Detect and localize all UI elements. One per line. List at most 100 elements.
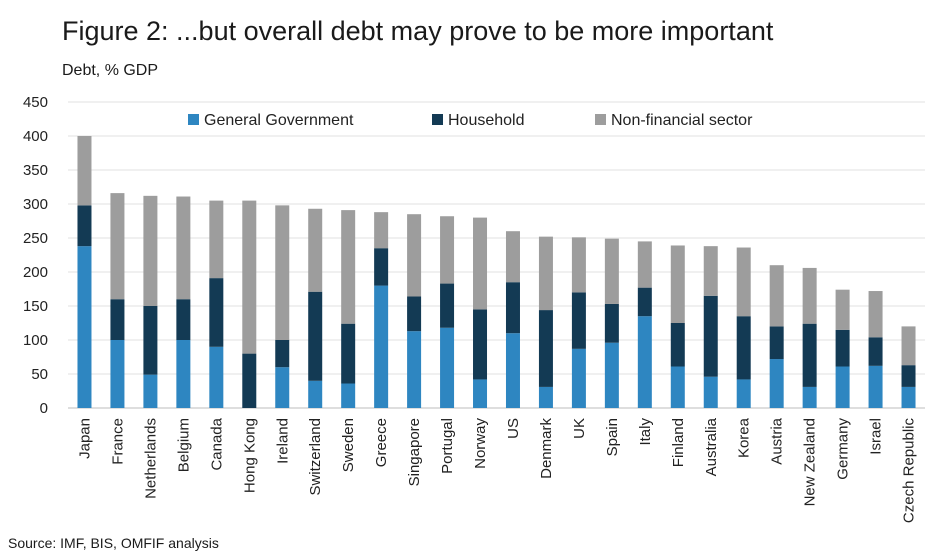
y-tick-label: 300 — [23, 196, 48, 213]
x-tick-label: Singapore — [406, 418, 423, 486]
x-tick-label: Netherlands — [142, 418, 159, 499]
bar-switzerland-general-government — [308, 380, 323, 408]
bar-canada-general-government — [209, 346, 224, 408]
x-tick-label: Spain — [604, 418, 621, 456]
x-tick-label: Hong Kong — [241, 418, 258, 493]
bar-france-general-government — [110, 340, 125, 408]
x-tick-label: Italy — [637, 418, 654, 446]
bar-germany-household — [835, 329, 850, 367]
x-tick-label: New Zealand — [802, 418, 819, 506]
bar-belgium-non-financial-sector — [176, 196, 191, 300]
bar-new-zealand-general-government — [802, 386, 817, 408]
bars — [77, 136, 916, 408]
bar-germany-general-government — [835, 366, 850, 408]
y-tick-label: 400 — [23, 128, 48, 145]
bar-japan-non-financial-sector — [77, 136, 92, 206]
x-tick-label: Belgium — [175, 418, 192, 472]
bar-hong-kong-household — [242, 353, 257, 408]
bar-korea-non-financial-sector — [736, 247, 751, 317]
bar-norway-non-financial-sector — [473, 217, 488, 310]
bar-singapore-non-financial-sector — [407, 214, 422, 297]
bar-australia-non-financial-sector — [703, 246, 718, 296]
legend-swatch-non-financial-sector — [595, 114, 606, 125]
bar-us-general-government — [505, 333, 520, 408]
bar-singapore-household — [407, 296, 422, 332]
bar-czech-republic-household — [901, 365, 916, 387]
x-tick-label: Canada — [208, 417, 225, 470]
y-tick-label: 150 — [23, 298, 48, 315]
bar-spain-non-financial-sector — [604, 238, 619, 304]
bar-france-non-financial-sector — [110, 193, 125, 300]
bar-us-non-financial-sector — [505, 231, 520, 283]
bar-uk-general-government — [571, 348, 586, 408]
gridlines — [68, 101, 925, 409]
x-tick-label: Germany — [835, 418, 852, 480]
bar-denmark-general-government — [538, 386, 553, 408]
bar-australia-household — [703, 295, 718, 377]
bar-sweden-non-financial-sector — [341, 210, 356, 324]
bar-netherlands-general-government — [143, 374, 158, 408]
legend-swatch-general-government — [188, 114, 199, 125]
bar-israel-household — [868, 337, 883, 366]
bar-czech-republic-non-financial-sector — [901, 326, 916, 366]
bar-hong-kong-non-financial-sector — [242, 200, 257, 354]
chart-title: Figure 2: ...but overall debt may prove … — [62, 16, 774, 46]
bar-new-zealand-household — [802, 323, 817, 387]
y-axis-ticks: 0 50 100 150 200 250 300 350 400 450 — [23, 94, 48, 417]
bar-ireland-non-financial-sector — [275, 205, 290, 340]
bar-finland-household — [670, 323, 685, 367]
x-tick-label: Denmark — [538, 418, 555, 479]
bar-sweden-household — [341, 323, 356, 384]
bar-singapore-general-government — [407, 331, 422, 408]
bar-denmark-household — [538, 310, 553, 387]
y-tick-label: 350 — [23, 162, 48, 179]
x-tick-label: Ireland — [274, 418, 291, 464]
y-tick-label: 0 — [40, 400, 48, 417]
stacked-bar-chart: 0 50 100 150 200 250 300 350 400 450 Japan France N… — [23, 94, 925, 524]
bar-portugal-general-government — [440, 327, 455, 408]
legend-swatch-household — [432, 114, 443, 125]
legend-label-general-government: General Government — [204, 112, 354, 129]
x-tick-label: Japan — [76, 418, 93, 459]
legend-label-household: Household — [448, 112, 525, 129]
bar-netherlands-household — [143, 306, 158, 375]
bar-germany-non-financial-sector — [835, 289, 850, 330]
x-tick-label: Sweden — [340, 418, 357, 472]
bar-new-zealand-non-financial-sector — [802, 267, 817, 324]
bar-austria-non-financial-sector — [769, 265, 784, 327]
bar-norway-general-government — [473, 379, 488, 408]
bar-canada-non-financial-sector — [209, 200, 224, 279]
y-tick-label: 50 — [31, 366, 48, 383]
legend-label-non-financial-sector: Non-financial sector — [611, 112, 753, 129]
bar-israel-non-financial-sector — [868, 291, 883, 338]
x-tick-label: Czech Republic — [901, 418, 918, 524]
bar-netherlands-non-financial-sector — [143, 195, 158, 306]
bar-greece-general-government — [374, 285, 389, 408]
bar-uk-household — [571, 292, 586, 349]
x-tick-label: France — [109, 418, 126, 465]
bar-czech-republic-general-government — [901, 386, 916, 408]
bar-korea-household — [736, 316, 751, 380]
bar-greece-non-financial-sector — [374, 212, 389, 249]
x-tick-label: Greece — [373, 418, 390, 467]
bar-belgium-general-government — [176, 340, 191, 408]
x-tick-label: Austria — [769, 417, 786, 464]
bar-spain-household — [604, 303, 619, 343]
bar-portugal-non-financial-sector — [440, 216, 455, 284]
bar-japan-general-government — [77, 246, 92, 408]
bar-spain-general-government — [604, 342, 619, 408]
y-tick-label: 200 — [23, 264, 48, 281]
bar-finland-general-government — [670, 366, 685, 408]
bar-italy-non-financial-sector — [637, 241, 652, 288]
bar-switzerland-household — [308, 291, 323, 381]
y-tick-label: 250 — [23, 230, 48, 247]
x-tick-label: Finland — [670, 418, 687, 467]
x-tick-label: Norway — [472, 418, 489, 469]
bar-france-household — [110, 299, 125, 340]
bar-austria-household — [769, 326, 784, 360]
source-note: Source: IMF, BIS, OMFIF analysis — [8, 535, 219, 551]
bar-italy-household — [637, 287, 652, 317]
bar-sweden-general-government — [341, 383, 356, 408]
bar-denmark-non-financial-sector — [538, 236, 553, 311]
y-axis-title: Debt, % GDP — [62, 62, 159, 79]
